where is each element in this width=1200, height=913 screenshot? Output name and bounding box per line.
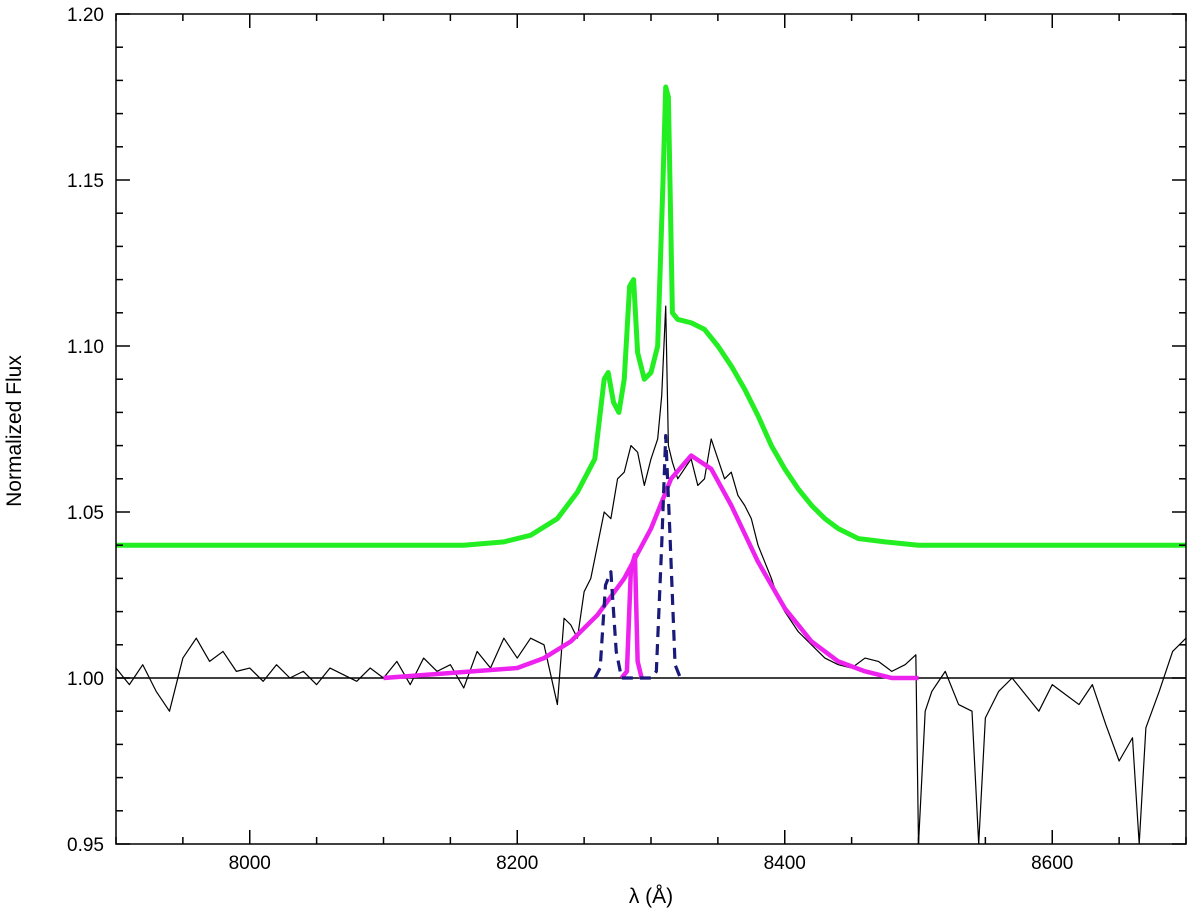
plot-content [116,84,1186,844]
y-tick-label: 1.05 [67,503,104,524]
y-tick-label: 1.10 [67,337,104,358]
axis-ticks [115,13,1187,845]
x-tick-label: 8000 [229,853,271,874]
series-observed-spectrum [116,305,1186,844]
series-narrow-lines-dashed [593,434,682,680]
y-tick-label: 1.00 [67,669,104,690]
x-tick-labels: 8000 8200 8400 8600 [229,853,1074,874]
y-tick-label: 0.95 [67,835,104,856]
series-narrow-line [619,552,644,680]
y-tick-labels: 0.95 1.00 1.05 1.10 1.15 1.20 [67,5,104,856]
series-model-offset [116,84,1186,548]
x-axis-label: λ (Å) [629,885,673,908]
y-axis-label: Normalized Flux [3,355,26,507]
y-tick-label: 1.20 [67,5,104,26]
series-broad-gaussian [383,453,919,681]
x-tick-label: 8600 [1031,853,1073,874]
x-tick-label: 8400 [764,853,806,874]
x-tick-label: 8200 [496,853,538,874]
y-tick-label: 1.15 [67,171,104,192]
